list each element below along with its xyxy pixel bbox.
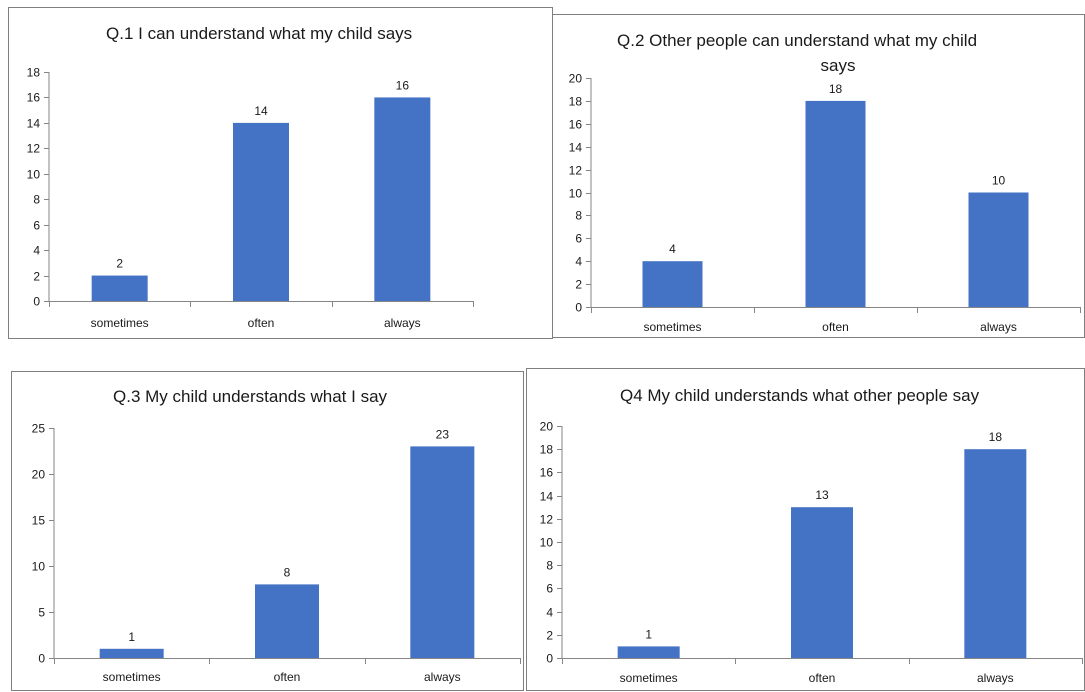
chart-q4: Q4 My child understands what other peopl… [540,386,1083,685]
data-label: 16 [396,78,410,92]
y-tick-label: 12 [569,164,583,178]
y-tick-label: 6 [546,582,553,596]
y-tick-label: 20 [569,72,583,86]
y-tick-label: 12 [27,142,41,156]
chart-title: Q.1 I can understand what my child says [106,24,412,43]
bar-sometimes [99,648,164,658]
data-label: 18 [829,82,843,96]
data-label: 14 [254,104,268,118]
y-tick-label: 14 [27,117,41,131]
y-tick-label: 16 [27,91,41,105]
category-label: often [248,316,275,330]
bar-sometimes [617,646,680,658]
y-tick-label: 20 [32,468,46,482]
y-tick-label: 2 [33,270,40,284]
category-label: often [274,670,301,684]
data-label: 2 [116,257,123,271]
y-tick-label: 8 [575,209,582,223]
y-tick-label: 10 [569,187,583,201]
chart-title: Q4 My child understands what other peopl… [620,386,980,405]
category-label: always [424,670,461,684]
bar-sometimes [642,261,703,307]
y-tick-label: 14 [569,141,583,155]
category-label: sometimes [103,670,161,684]
chart-title: Q.2 Other people can understand what my … [617,31,977,75]
bar-often [233,122,289,301]
y-tick-label: 0 [546,652,553,666]
y-tick-label: 5 [38,606,45,620]
bar-always [410,446,475,658]
y-tick-label: 0 [33,295,40,309]
category-label: always [980,320,1017,334]
bar-sometimes [91,275,148,301]
y-tick-label: 10 [32,560,46,574]
y-tick-label: 18 [27,66,41,80]
y-tick-label: 10 [540,536,554,550]
y-tick-label: 16 [540,466,554,480]
chart-panel-q1: Q.1 I can understand what my child says 0… [8,7,553,339]
y-tick-label: 8 [546,559,553,573]
y-tick-label: 12 [540,513,554,527]
category-label: sometimes [91,316,149,330]
bar-often [805,100,866,308]
y-tick-label: 10 [27,168,41,182]
category-label: often [822,320,849,334]
y-tick-label: 18 [540,443,554,457]
y-tick-label: 6 [575,232,582,246]
data-label: 8 [284,565,291,579]
bar-always [374,97,431,301]
chart-title: Q.3 My child understands what I say [113,387,388,406]
y-tick-label: 4 [546,606,553,620]
y-tick-label: 25 [32,422,46,436]
category-label: always [977,671,1014,685]
y-tick-label: 2 [546,629,553,643]
y-tick-label: 4 [33,244,40,258]
chart-panel-q4: Q4 My child understands what other peopl… [526,368,1085,691]
bar-often [791,507,853,658]
bar-often [255,584,319,658]
y-tick-label: 2 [575,278,582,292]
y-tick-label: 20 [540,420,554,434]
chart-q1: Q.1 I can understand what my child says 0… [27,24,474,330]
category-label: always [384,316,421,330]
category-label: sometimes [620,671,678,685]
chart-q2: Q.2 Other people can understand what my … [569,31,1081,334]
data-label: 13 [815,488,829,502]
chart-panel-q2: Q.2 Other people can understand what my … [552,14,1085,338]
data-label: 10 [992,174,1006,188]
data-label: 18 [989,430,1003,444]
bar-always [968,192,1029,307]
y-tick-label: 4 [575,255,582,269]
data-label: 4 [669,242,676,256]
data-label: 23 [436,427,450,441]
y-tick-label: 16 [569,118,583,132]
bar-always [964,449,1027,658]
data-label: 1 [128,630,135,644]
y-tick-label: 14 [540,490,554,504]
data-label: 1 [645,627,652,641]
category-label: sometimes [643,320,701,334]
y-tick-label: 0 [575,301,582,315]
y-tick-label: 15 [32,514,46,528]
category-label: often [809,671,836,685]
chart-q3: Q.3 My child understands what I say 0 5 10 1… [32,387,521,684]
y-tick-label: 0 [38,652,45,666]
y-tick-label: 18 [569,95,583,109]
y-tick-label: 8 [33,193,40,207]
chart-panel-q3: Q.3 My child understands what I say 0 5 10 1… [11,371,524,691]
y-tick-label: 6 [33,219,40,233]
